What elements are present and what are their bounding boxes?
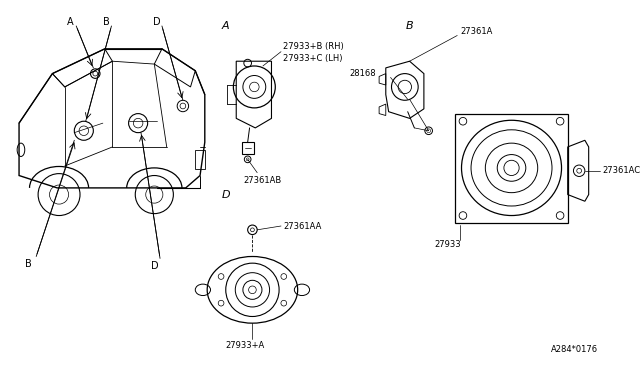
Text: 27933+C (LH): 27933+C (LH) [283,54,342,63]
Text: 27361A: 27361A [460,27,492,36]
Text: A: A [222,21,230,31]
Text: B: B [25,259,32,269]
Text: 27361AA: 27361AA [283,221,321,231]
Text: B: B [406,21,413,31]
Text: B: B [103,17,110,27]
Text: 27361AB: 27361AB [243,176,281,185]
Text: 28168: 28168 [349,69,376,78]
Text: A: A [67,17,74,27]
Text: D: D [150,261,158,271]
Text: 27933+B (RH): 27933+B (RH) [283,42,344,51]
Bar [455,113,568,223]
Text: 27933+A: 27933+A [226,341,265,350]
Text: 27933: 27933 [435,240,461,248]
Bar [195,150,205,169]
Text: A284*0176: A284*0176 [551,345,598,355]
Text: D: D [221,190,230,199]
Text: 27361AC: 27361AC [602,166,640,175]
Text: D: D [154,17,161,27]
